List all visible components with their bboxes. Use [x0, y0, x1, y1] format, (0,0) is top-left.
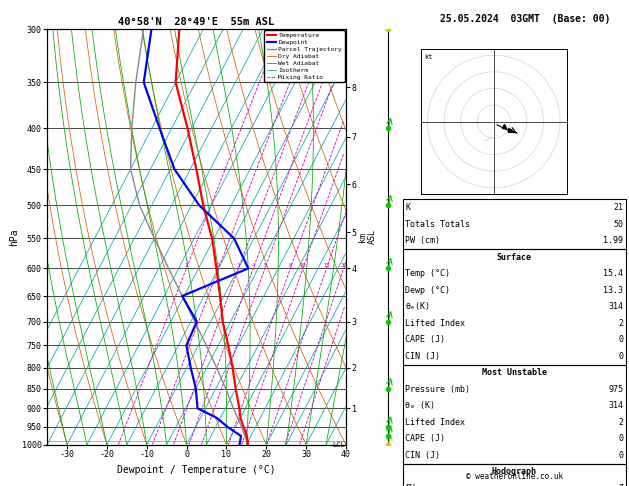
- Text: EH: EH: [405, 484, 415, 486]
- Text: 15: 15: [323, 263, 330, 268]
- Text: Lifted Index: Lifted Index: [405, 319, 465, 328]
- Text: 25.05.2024  03GMT  (Base: 00): 25.05.2024 03GMT (Base: 00): [440, 14, 610, 24]
- Text: K: K: [405, 203, 410, 212]
- Text: Totals Totals: Totals Totals: [405, 220, 470, 228]
- Text: 20: 20: [340, 263, 347, 268]
- Text: 21: 21: [613, 203, 623, 212]
- Text: PW (cm): PW (cm): [405, 236, 440, 245]
- Text: © weatheronline.co.uk: © weatheronline.co.uk: [465, 472, 563, 481]
- Text: 314: 314: [608, 401, 623, 410]
- Text: 314: 314: [608, 302, 623, 311]
- Text: 2: 2: [618, 418, 623, 427]
- Legend: Temperature, Dewpoint, Parcel Trajectory, Dry Adiabat, Wet Adiabat, Isotherm, Mi: Temperature, Dewpoint, Parcel Trajectory…: [264, 31, 345, 83]
- Text: 5: 5: [264, 263, 267, 268]
- X-axis label: Dewpoint / Temperature (°C): Dewpoint / Temperature (°C): [117, 465, 276, 475]
- Text: 2: 2: [217, 263, 220, 268]
- Text: 0: 0: [618, 434, 623, 443]
- Text: 8: 8: [289, 263, 292, 268]
- Text: θₑ (K): θₑ (K): [405, 401, 435, 410]
- Text: kt: kt: [424, 53, 433, 60]
- Text: Pressure (mb): Pressure (mb): [405, 385, 470, 394]
- Text: Lifted Index: Lifted Index: [405, 418, 465, 427]
- Text: Most Unstable: Most Unstable: [482, 368, 547, 377]
- Text: 50: 50: [613, 220, 623, 228]
- Text: Surface: Surface: [497, 253, 532, 261]
- Text: Hodograph: Hodograph: [492, 468, 537, 476]
- Text: 1: 1: [185, 263, 188, 268]
- Text: CAPE (J): CAPE (J): [405, 335, 445, 344]
- Text: Dewp (°C): Dewp (°C): [405, 286, 450, 295]
- Text: 0: 0: [618, 451, 623, 460]
- Text: 1.99: 1.99: [603, 236, 623, 245]
- Text: 2: 2: [618, 319, 623, 328]
- Y-axis label: hPa: hPa: [9, 228, 19, 246]
- Y-axis label: km
ASL: km ASL: [358, 229, 377, 244]
- Text: θₑ(K): θₑ(K): [405, 302, 430, 311]
- Text: 3: 3: [237, 263, 240, 268]
- Text: 4: 4: [252, 263, 255, 268]
- Text: 7: 7: [618, 484, 623, 486]
- Text: 0: 0: [618, 352, 623, 361]
- Title: 40°58'N  28°49'E  55m ASL: 40°58'N 28°49'E 55m ASL: [118, 17, 275, 27]
- Text: 975: 975: [608, 385, 623, 394]
- Text: 15.4: 15.4: [603, 269, 623, 278]
- Text: 0: 0: [618, 335, 623, 344]
- Text: CIN (J): CIN (J): [405, 352, 440, 361]
- Text: CIN (J): CIN (J): [405, 451, 440, 460]
- Text: 13.3: 13.3: [603, 286, 623, 295]
- Text: CAPE (J): CAPE (J): [405, 434, 445, 443]
- Text: Temp (°C): Temp (°C): [405, 269, 450, 278]
- Text: LCL: LCL: [332, 442, 345, 448]
- Text: 10: 10: [300, 263, 306, 268]
